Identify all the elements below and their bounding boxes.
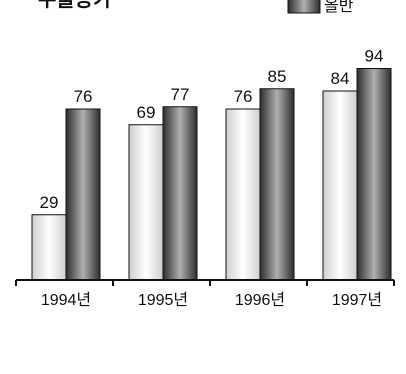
data-label-dark-2: 85 bbox=[268, 67, 287, 86]
bar-dark-3 bbox=[356, 68, 392, 281]
bar-light-3 bbox=[322, 90, 358, 281]
bar-dark-2 bbox=[259, 88, 295, 281]
bar-light-2 bbox=[225, 108, 261, 281]
x-tick-label-3: 1997년 bbox=[332, 291, 382, 309]
bar-dark-0 bbox=[65, 108, 101, 281]
legend-swatch-dark bbox=[287, 0, 321, 14]
bar-light-0 bbox=[31, 214, 67, 281]
legend-label: 올반 bbox=[324, 0, 354, 15]
data-label-light-3: 84 bbox=[331, 69, 350, 88]
data-label-light-1: 69 bbox=[137, 103, 156, 122]
chart-title: 수출증가 bbox=[38, 0, 112, 11]
data-label-light-0: 29 bbox=[40, 193, 59, 212]
x-tick-label-2: 1996년 bbox=[235, 291, 285, 309]
plot-area: 29 76 1994년 69 77 1995년 76 85 1996년 84 94 1997년 bbox=[15, 47, 395, 309]
data-label-dark-0: 76 bbox=[74, 87, 93, 106]
x-tick-label-0: 1994년 bbox=[41, 291, 91, 309]
data-label-dark-1: 77 bbox=[171, 85, 190, 104]
legend: 올반 bbox=[287, 0, 354, 15]
data-label-light-2: 76 bbox=[234, 87, 253, 106]
x-tick-label-1: 1995년 bbox=[138, 291, 188, 309]
data-label-dark-3: 94 bbox=[365, 47, 384, 66]
bar-light-1 bbox=[128, 124, 164, 281]
bar-dark-1 bbox=[162, 106, 198, 281]
